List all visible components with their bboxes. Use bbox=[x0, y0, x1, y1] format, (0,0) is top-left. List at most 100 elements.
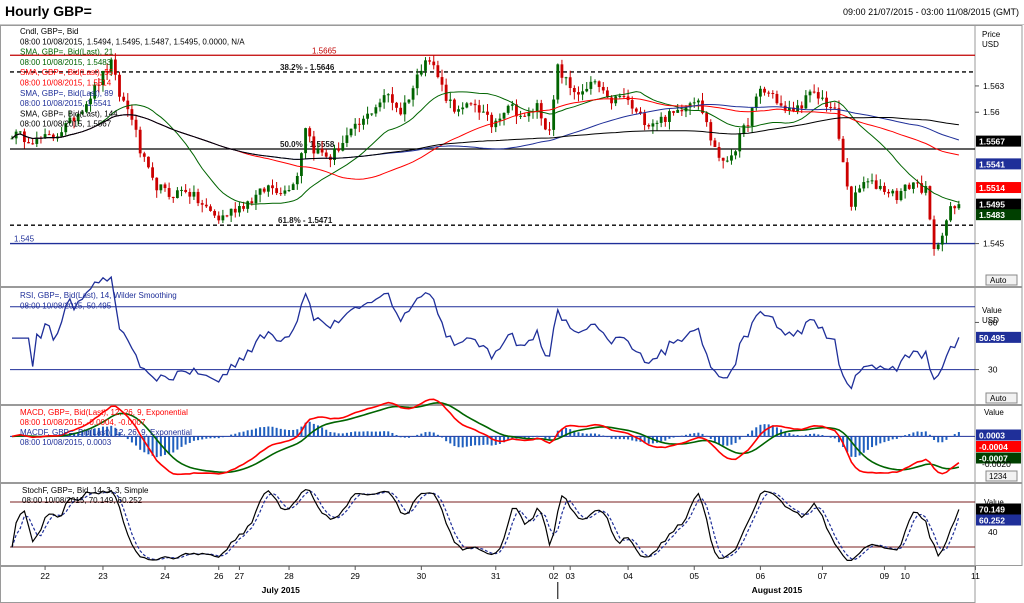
candle-body bbox=[399, 107, 403, 115]
candle-body bbox=[841, 138, 845, 163]
macd-histogram-bar bbox=[118, 432, 121, 437]
candle-body bbox=[721, 157, 725, 161]
rsi-panel-frame bbox=[0, 287, 976, 405]
candle-body bbox=[291, 184, 295, 191]
x-tick-label-14: 07 bbox=[818, 571, 828, 581]
price-legend-4: SMA, GBP=, Bid(Last), 55 bbox=[20, 68, 114, 77]
macd-histogram-bar bbox=[957, 432, 960, 437]
candle-body bbox=[287, 190, 291, 192]
candle-body bbox=[378, 102, 382, 108]
macd-histogram-bar bbox=[581, 433, 584, 437]
macd-histogram-bar bbox=[701, 433, 704, 437]
candle-body bbox=[725, 160, 729, 162]
macd-histogram-bar bbox=[114, 427, 117, 437]
x-tick-label-1: 23 bbox=[98, 571, 108, 581]
candle-body bbox=[564, 77, 568, 79]
candle-body bbox=[428, 60, 432, 62]
macd-histogram-bar bbox=[176, 436, 179, 450]
macd-histogram-bar bbox=[283, 429, 286, 437]
macd-histogram-bar bbox=[192, 436, 195, 441]
candle-body bbox=[957, 204, 961, 209]
price-auto-box bbox=[985, 274, 1018, 286]
macd-histogram-bar bbox=[279, 428, 282, 437]
macd-histogram-bar bbox=[866, 436, 869, 450]
macd-histogram-bar bbox=[664, 436, 667, 441]
candle-body bbox=[510, 104, 514, 106]
candle-body bbox=[407, 99, 411, 103]
macd-histogram-bar bbox=[503, 436, 506, 443]
candle-body bbox=[676, 109, 680, 113]
macd-histogram-bar bbox=[676, 436, 679, 437]
macd-histogram-bar bbox=[474, 436, 477, 446]
price-legend-5: 08:00 10/08/2015, 1.5514 bbox=[20, 79, 112, 88]
candle-body bbox=[204, 204, 208, 207]
candle-body bbox=[200, 203, 204, 205]
macd-histogram-bar bbox=[296, 429, 299, 437]
candle-body bbox=[883, 185, 886, 192]
macd-histogram-bar bbox=[412, 436, 415, 437]
candle-body bbox=[866, 181, 870, 183]
macd-histogram-bar bbox=[928, 434, 931, 437]
candle-body bbox=[655, 122, 659, 124]
macd-histogram-bar bbox=[143, 436, 146, 453]
candle-body bbox=[374, 107, 378, 114]
macd-histogram-bar bbox=[428, 431, 431, 437]
stoch-axis-title: Value bbox=[984, 498, 1004, 507]
macd-histogram-bar bbox=[453, 436, 456, 447]
x-tick-label-17: 11 bbox=[971, 571, 980, 581]
candle-body bbox=[763, 88, 766, 93]
x-month-label-0: July 2015 bbox=[262, 585, 301, 595]
candle-body bbox=[68, 117, 72, 124]
candle-body bbox=[167, 188, 171, 197]
candle-body bbox=[738, 133, 742, 152]
macd-histogram-bar bbox=[755, 427, 758, 437]
macd-histogram-bar bbox=[221, 436, 224, 438]
candle-body bbox=[945, 220, 948, 236]
candle-body bbox=[577, 92, 580, 95]
candle-body bbox=[138, 129, 142, 154]
macd-histogram-bar bbox=[205, 436, 208, 439]
candle-body bbox=[494, 120, 498, 128]
candle-body bbox=[833, 107, 837, 109]
macd-histogram-bar bbox=[420, 433, 423, 437]
candle-body bbox=[705, 113, 709, 123]
candle-body bbox=[821, 97, 824, 99]
macd-histogram-bar bbox=[486, 436, 489, 445]
macd-histogram-bar bbox=[213, 436, 216, 439]
macd-histogram-bar bbox=[226, 436, 229, 437]
candle-body bbox=[515, 104, 518, 117]
candle-body bbox=[163, 184, 167, 189]
macd-histogram-bar bbox=[457, 436, 460, 448]
level-label-0: 1.5665 bbox=[312, 46, 337, 55]
rsi-axis-unit: USD bbox=[982, 316, 999, 325]
macd-histogram-bar bbox=[135, 436, 138, 446]
candle-body bbox=[746, 125, 750, 127]
stoch-d-line bbox=[11, 490, 960, 561]
candle-body bbox=[911, 182, 915, 189]
candle-body bbox=[159, 184, 163, 191]
macd-histogram-bar bbox=[461, 436, 464, 448]
macd-histogram-bar bbox=[416, 434, 419, 437]
macd-histogram-bar bbox=[383, 431, 386, 437]
macd-histogram-bar bbox=[147, 436, 150, 455]
candle-body bbox=[477, 105, 481, 113]
candle-body bbox=[349, 128, 353, 136]
macd-line bbox=[11, 398, 960, 476]
price-legend-6: SMA, GBP=, Bid(Last), 89 bbox=[20, 89, 114, 98]
candle-body bbox=[758, 88, 762, 97]
macd-histogram-bar bbox=[188, 436, 191, 443]
candle-body bbox=[701, 100, 704, 114]
candle-body bbox=[754, 96, 758, 108]
macd-histogram-bar bbox=[201, 436, 204, 440]
candle-body bbox=[792, 107, 795, 112]
macd-histogram-bar bbox=[614, 436, 617, 440]
chart-window-title: Hourly GBP= bbox=[5, 3, 92, 19]
macd-value-tag-label-2: -0.0007 bbox=[979, 454, 1008, 464]
macd-histogram-bar bbox=[77, 432, 80, 437]
macd-histogram-bar bbox=[800, 435, 803, 437]
macd-histogram-bar bbox=[680, 435, 683, 437]
candle-body bbox=[829, 107, 833, 109]
candle-body bbox=[953, 206, 957, 209]
macd-histogram-bar bbox=[378, 431, 381, 437]
macd-histogram-bar bbox=[85, 430, 88, 437]
